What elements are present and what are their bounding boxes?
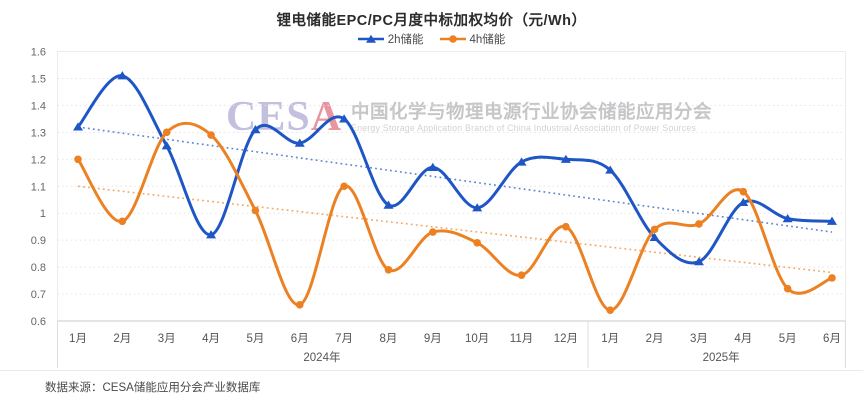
series-line-2h储能 — [76, 74, 834, 265]
month-label: 10月 — [465, 333, 489, 345]
legend-marker-triangle-icon — [357, 34, 384, 43]
data-point-marker[interactable] — [783, 284, 792, 293]
trendline-2h储能 — [77, 126, 833, 233]
data-point-marker[interactable] — [473, 239, 481, 247]
data-point-marker[interactable] — [560, 154, 571, 163]
y-tick-label: 0.7 — [31, 289, 46, 301]
legend-item-2h储能[interactable]: 2h储能 — [357, 31, 424, 47]
trendline-4h储能 — [77, 185, 833, 274]
data-point-marker[interactable] — [517, 271, 526, 279]
year-separators — [57, 321, 846, 368]
y-tick-label: 0.6 — [31, 316, 46, 328]
y-tick-label: 1.3 — [31, 127, 46, 139]
month-label: 5月 — [246, 333, 264, 345]
month-label: 7月 — [335, 333, 353, 345]
month-label: 2月 — [646, 333, 664, 345]
data-point-marker[interactable] — [828, 274, 836, 282]
legend-item-4h储能[interactable]: 4h储能 — [439, 31, 506, 47]
month-label: 3月 — [690, 333, 708, 345]
data-point-marker[interactable] — [605, 165, 616, 174]
month-label: 4月 — [202, 333, 220, 345]
data-point-marker[interactable] — [429, 228, 437, 236]
data-point-marker[interactable] — [340, 182, 348, 191]
series-markers-2h储能 — [73, 71, 837, 266]
legend-label: 2h储能 — [387, 34, 424, 46]
y-tick-label: 1.4 — [31, 100, 46, 112]
month-label: 12月 — [554, 333, 578, 345]
data-point-marker[interactable] — [693, 257, 704, 266]
x-axis-labels: 1月 2月 3月 4月 5月 6月 7月 8月 9月 10月 11月 12月 1月 2月 3月 4月 5月 6月 — [69, 333, 841, 345]
month-label: 4月 — [734, 333, 752, 345]
year-labels: 2024年 2025年 — [303, 350, 739, 364]
year-label: 2025年 — [703, 350, 740, 364]
month-label: 6月 — [823, 333, 841, 345]
data-point-marker[interactable] — [294, 138, 305, 147]
year-label: 2024年 — [303, 350, 340, 364]
legend-label: 4h储能 — [469, 34, 506, 46]
y-gridlines — [57, 77, 846, 295]
y-tick-label: 0.8 — [31, 262, 46, 274]
data-point-marker[interactable] — [516, 157, 527, 166]
data-point-marker[interactable] — [827, 216, 837, 225]
data-point-marker[interactable] — [161, 141, 172, 150]
month-label: 6月 — [291, 333, 309, 345]
data-point-marker[interactable] — [427, 162, 438, 171]
data-point-marker[interactable] — [650, 225, 659, 234]
y-tick-label: 1.6 — [31, 47, 46, 59]
month-label: 1月 — [601, 333, 619, 345]
data-point-marker[interactable] — [207, 131, 215, 139]
data-point-marker[interactable] — [695, 220, 703, 228]
legend-marker-circle-icon — [439, 35, 466, 43]
y-tick-label: 1.1 — [31, 181, 46, 193]
month-label: 3月 — [158, 333, 176, 345]
month-label: 2月 — [113, 333, 131, 345]
series-markers-4h储能 — [74, 128, 836, 315]
series-line-4h储能 — [76, 121, 834, 312]
data-point-marker[interactable] — [206, 230, 217, 239]
data-point-marker[interactable] — [782, 213, 793, 223]
data-point-marker[interactable] — [562, 222, 570, 231]
data-point-marker[interactable] — [74, 155, 82, 164]
month-label: 8月 — [380, 333, 398, 345]
chart-title: 锂电储能EPC/PC月度中标加权均价（元/Wh） — [276, 13, 587, 29]
data-point-marker[interactable] — [383, 200, 394, 209]
month-label: 1月 — [69, 333, 87, 345]
y-tick-label: 1.2 — [31, 154, 46, 166]
data-point-marker[interactable] — [649, 232, 660, 242]
data-point-marker[interactable] — [738, 197, 749, 207]
month-label: 5月 — [779, 333, 797, 345]
data-point-marker[interactable] — [251, 206, 260, 215]
data-point-marker[interactable] — [117, 71, 128, 80]
data-point-marker[interactable] — [118, 217, 127, 226]
data-source: 数据来源：CESA储能应用分会产业数据库 — [45, 382, 261, 394]
data-point-marker[interactable] — [295, 301, 304, 309]
data-point-marker[interactable] — [472, 203, 483, 212]
data-point-marker[interactable] — [162, 128, 171, 137]
data-point-marker[interactable] — [384, 265, 393, 274]
y-tick-label: 1.5 — [31, 73, 46, 85]
data-point-marker[interactable] — [250, 125, 261, 134]
month-label: 11月 — [510, 333, 533, 345]
y-tick-label: 1 — [40, 208, 46, 220]
data-point-marker[interactable] — [606, 306, 615, 315]
month-label: 9月 — [424, 333, 442, 345]
data-point-marker[interactable] — [739, 187, 748, 196]
footer-divider — [0, 370, 863, 371]
chart-legend: 2h储能 4h储能 — [0, 31, 863, 47]
y-axis-labels: 1.6 1.5 1.4 1.3 1.2 1.1 1 0.9 0.8 0.7 0.6 — [31, 47, 46, 329]
y-tick-label: 0.9 — [31, 235, 46, 247]
data-point-marker[interactable] — [73, 122, 83, 131]
data-point-marker[interactable] — [339, 114, 350, 123]
